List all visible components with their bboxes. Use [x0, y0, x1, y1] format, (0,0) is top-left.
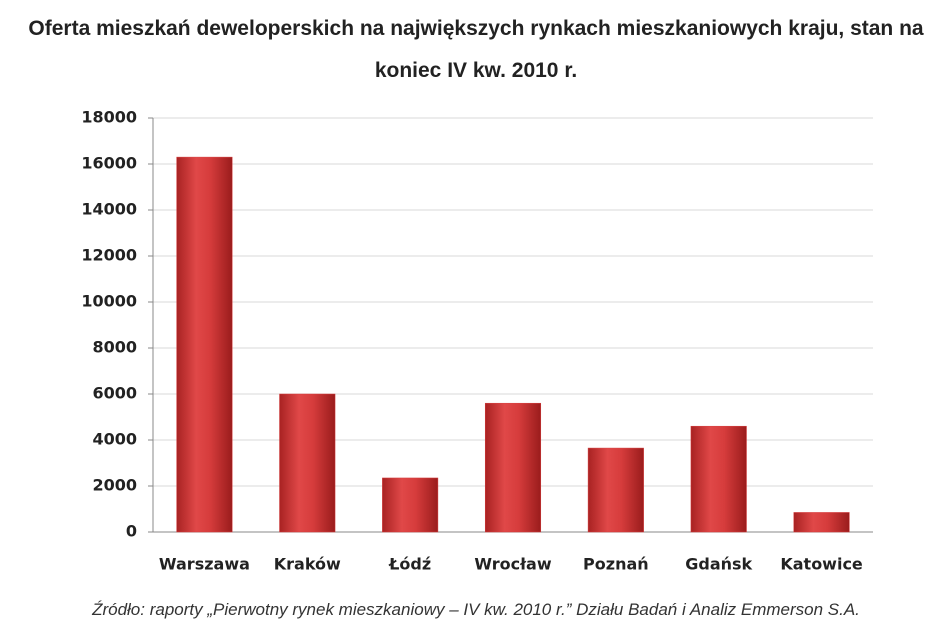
x-tick-label: Łódź [388, 555, 431, 574]
bar [793, 512, 850, 533]
y-tick-label: 12000 [81, 246, 137, 265]
y-tick-label: 0 [126, 522, 137, 541]
x-tick-label: Warszawa [159, 555, 250, 574]
x-tick-label: Poznań [583, 555, 649, 574]
x-tick-label: Gdańsk [685, 555, 752, 574]
y-tick-label: 2000 [92, 476, 137, 495]
x-tick-label: Kraków [274, 555, 341, 574]
source-note: Źródło: raporty „Pierwotny rynek mieszka… [92, 600, 860, 619]
x-tick-label: Wrocław [474, 555, 551, 574]
x-tick-label: Katowice [780, 555, 863, 574]
y-tick-label: 4000 [92, 430, 137, 449]
bar [690, 425, 747, 533]
y-tick-label: 6000 [92, 384, 137, 403]
bar [176, 156, 233, 533]
y-tick-label: 16000 [81, 154, 137, 173]
y-tick-label: 10000 [81, 292, 137, 311]
chart-title: Oferta mieszkań deweloperskich na najwię… [28, 17, 924, 82]
bar [279, 393, 336, 533]
bar [587, 447, 644, 533]
y-tick-label: 14000 [81, 200, 137, 219]
y-tick-label: 18000 [81, 108, 137, 127]
bar [484, 402, 542, 533]
y-tick-label: 8000 [92, 338, 137, 357]
bar [382, 477, 439, 533]
